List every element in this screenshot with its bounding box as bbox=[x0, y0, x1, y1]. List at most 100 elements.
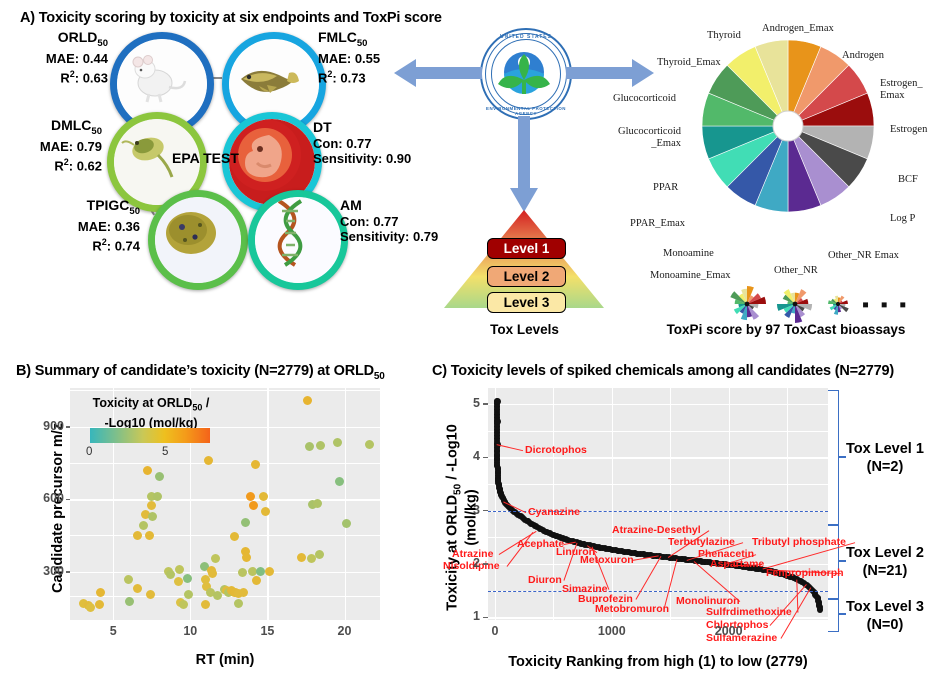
endpoint-node-dt[interactable] bbox=[222, 112, 322, 212]
scatter-point bbox=[265, 567, 275, 577]
scatter-point bbox=[182, 573, 192, 583]
scatter-point bbox=[315, 550, 325, 560]
chemical-label: Dicrotophos bbox=[525, 444, 587, 456]
dna-icon bbox=[255, 197, 341, 283]
y-tick-mark bbox=[483, 403, 488, 405]
chemical-label: Metobromuron bbox=[595, 603, 670, 615]
toxpi-label-ppar-emax: PPAR_Emax bbox=[630, 218, 686, 229]
scatter-point bbox=[342, 518, 352, 528]
algae-icon bbox=[155, 197, 241, 283]
chemical-label: Chlortophos bbox=[706, 619, 769, 631]
scatter-point bbox=[296, 553, 306, 563]
endpoint-label-fmlc50: FMLC50 MAE: 0.55 R2: 0.73 bbox=[318, 29, 381, 86]
y-tick-label: 600 bbox=[43, 491, 64, 506]
curve-point-outlier bbox=[493, 440, 501, 448]
gridline-x bbox=[611, 388, 614, 620]
panel-c-rank-curve[interactable] bbox=[488, 388, 828, 620]
x-tick-label: 2000 bbox=[714, 624, 743, 638]
y-tick-mark bbox=[66, 426, 70, 428]
endpoint-label-dt: DT Con: 0.77 Sensitivity: 0.90 bbox=[313, 119, 412, 166]
panel-a-title: A) Toxicity scoring by toxicity at six e… bbox=[20, 10, 442, 26]
panel-b-title: B) Summary of candidate’s toxicity (N=27… bbox=[16, 363, 385, 382]
toxpi-mini-glyph bbox=[828, 295, 849, 315]
endpoint-node-dmlc50[interactable] bbox=[107, 112, 207, 212]
scatter-point bbox=[200, 574, 210, 584]
gridline-x bbox=[267, 388, 269, 620]
y-tick-label: 2 bbox=[473, 556, 480, 570]
scatter-point bbox=[146, 500, 156, 510]
scatter-point bbox=[208, 569, 218, 579]
toxpi-label-ppar: PPAR bbox=[653, 182, 679, 193]
endpoint-label-orld50: ORLD50 MAE: 0.44 R2: 0.63 bbox=[45, 29, 108, 86]
toxpi-label-estrogen-emax: Estrogen_ Emax bbox=[880, 78, 923, 101]
panel-c-ylabel: Toxicity at ORLD50 / -Log10 (mol/kg) bbox=[444, 424, 480, 611]
chemical-label: Metoxuron bbox=[580, 554, 634, 566]
gridline-x-minor bbox=[670, 388, 672, 620]
scatter-point bbox=[133, 584, 143, 594]
y-tick-label: 1 bbox=[473, 609, 480, 624]
chemical-label: Atrazine-Desethyl bbox=[612, 524, 701, 536]
endpoint-node-am[interactable] bbox=[248, 190, 348, 290]
panel-b-scatter[interactable] bbox=[70, 388, 380, 620]
toxpi-mini-glyph bbox=[776, 289, 813, 323]
toxpi-label-glucocorticoid: Glucocorticoid bbox=[613, 93, 676, 104]
gridline-x-minor bbox=[787, 388, 789, 620]
scatter-point bbox=[313, 498, 322, 508]
x-tick-label: 10 bbox=[183, 624, 198, 638]
scatter-point bbox=[304, 441, 314, 451]
chemical-label: Buprofezin bbox=[578, 593, 633, 605]
scatter-point bbox=[248, 567, 258, 577]
chemical-label: Aspartame bbox=[710, 558, 765, 570]
scatter-point bbox=[165, 570, 175, 580]
scatter-point bbox=[252, 576, 262, 586]
scatter-point bbox=[86, 602, 96, 612]
scatter-point bbox=[155, 471, 164, 481]
scatter-point bbox=[333, 438, 343, 448]
tox-level-2-bracket-label: Tox Level 2 (N=21) bbox=[846, 545, 924, 579]
gridline-x bbox=[344, 388, 346, 620]
toxpi-label-logp: Log P bbox=[890, 213, 916, 224]
arrow-down bbox=[510, 116, 538, 212]
endpoint-label-tpigc50: TPIGC50 MAE: 0.36 R2: 0.74 bbox=[77, 197, 140, 254]
tox-level-2-bracket bbox=[828, 524, 839, 600]
scatter-point bbox=[148, 512, 157, 522]
scatter-point bbox=[183, 589, 193, 599]
scatter-point bbox=[259, 491, 269, 501]
y-tick-label: 4 bbox=[473, 449, 480, 464]
scatter-point bbox=[239, 587, 248, 597]
endpoint-node-tpigc50[interactable] bbox=[148, 190, 248, 290]
scatter-point bbox=[138, 520, 148, 530]
toxpi-wheel bbox=[701, 39, 875, 213]
chemical-label: Simazine bbox=[562, 583, 608, 595]
endpoint-label-am: AM Con: 0.77 Sensitivity: 0.79 bbox=[340, 197, 439, 244]
scatter-point bbox=[316, 440, 326, 450]
scatter-point bbox=[308, 500, 318, 509]
tox-level-3-bracket-tick bbox=[838, 613, 846, 615]
scatter-point bbox=[233, 588, 243, 598]
gridline-y bbox=[70, 462, 380, 464]
toxpi-label-glucocorticoid-emax: Glucocorticoid _Emax bbox=[618, 126, 681, 149]
toxpi-mini-glyph bbox=[730, 285, 766, 321]
toxpi-label-other-nr-emax: Other_NR Emax bbox=[828, 250, 899, 261]
toxpi-label-androgen: Androgen bbox=[842, 50, 884, 61]
scatter-point bbox=[145, 590, 155, 600]
tox-level-3-badge[interactable]: Level 3 bbox=[487, 292, 566, 313]
y-tick-label: 3 bbox=[473, 502, 480, 517]
scatter-point bbox=[205, 587, 215, 597]
gridline-y bbox=[488, 457, 828, 459]
scatter-point bbox=[245, 492, 255, 502]
chemical-label: Diuron bbox=[528, 574, 562, 586]
tox-level-1-badge[interactable]: Level 1 bbox=[487, 238, 566, 259]
toxpi-label-monoamine: Monoamine bbox=[663, 248, 714, 259]
scatter-point bbox=[201, 600, 211, 610]
scatter-point bbox=[210, 553, 220, 563]
scatter-point bbox=[132, 531, 142, 541]
curve-point bbox=[816, 606, 823, 613]
threshold-line bbox=[488, 510, 828, 512]
chemical-label: Fenpropimorph bbox=[766, 567, 844, 579]
curve-point-outlier bbox=[493, 417, 501, 425]
chemical-label: Nisoldipine bbox=[443, 560, 500, 572]
gridline-y bbox=[488, 404, 828, 406]
endpoint-label-dmlc50: DMLC50 MAE: 0.79 R2: 0.62 bbox=[39, 117, 102, 174]
tox-level-2-badge[interactable]: Level 2 bbox=[487, 266, 566, 287]
